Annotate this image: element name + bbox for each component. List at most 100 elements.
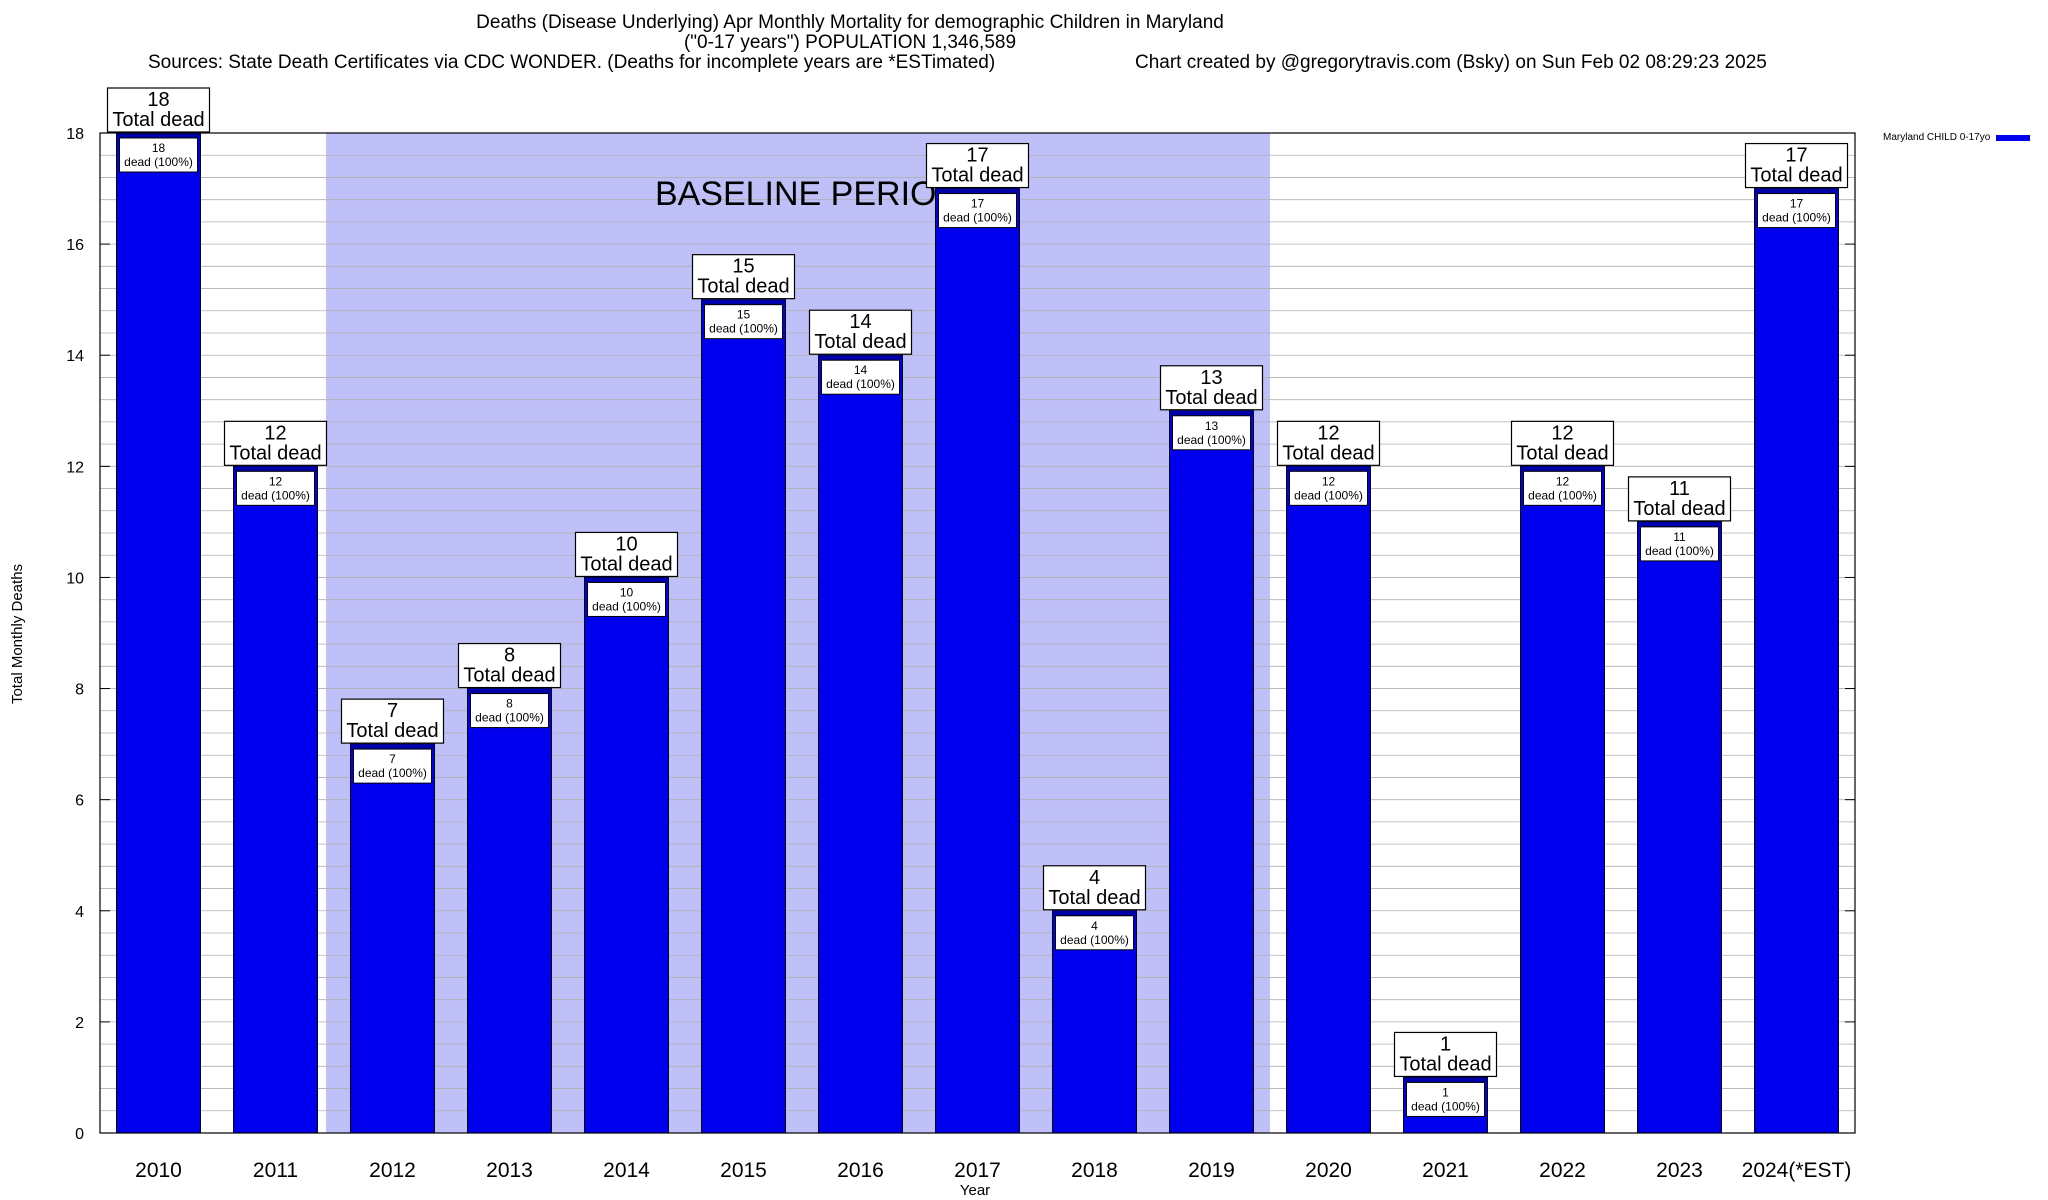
bar-total-label-box bbox=[1510, 420, 1615, 466]
bar-cap bbox=[935, 188, 1020, 194]
bar-cap bbox=[1637, 521, 1722, 527]
bar-cap bbox=[233, 466, 318, 472]
bar bbox=[116, 132, 201, 1134]
bar-total-label: Total dead bbox=[1750, 165, 1842, 187]
y-tick-label: 16 bbox=[66, 237, 84, 254]
sources-text: Sources: State Death Certificates via CD… bbox=[148, 52, 996, 73]
bar-inner-pct: dead (100%) bbox=[1645, 544, 1714, 558]
bar-inner-label-box bbox=[1289, 470, 1368, 506]
bar-cap bbox=[818, 355, 903, 361]
bar-total-label-box bbox=[1744, 142, 1849, 189]
credit-text: Chart created by @gregorytravis.com (Bsk… bbox=[1135, 52, 1767, 73]
bar-inner-value: 1 bbox=[1442, 1085, 1449, 1099]
bar-inner-pct: dead (100%) bbox=[241, 488, 310, 502]
bar-total-label-box bbox=[574, 531, 679, 578]
bar-total-label: Total dead bbox=[1282, 442, 1374, 464]
bar-inner-pct: dead (100%) bbox=[1411, 1099, 1480, 1113]
bar-total-label: Total dead bbox=[229, 442, 321, 464]
bar-total-label-box bbox=[691, 254, 796, 300]
bar bbox=[584, 576, 669, 1134]
bar-inner-value: 18 bbox=[152, 141, 166, 155]
y-tick-label: 12 bbox=[66, 459, 84, 476]
bar-total-label: Total dead bbox=[1165, 387, 1257, 409]
bar-inner-value: 17 bbox=[1790, 197, 1804, 211]
x-tick-label: 2010 bbox=[135, 1159, 182, 1182]
bar bbox=[701, 299, 786, 1134]
bar-total-value: 14 bbox=[849, 311, 871, 333]
bar-total-label-box bbox=[1159, 365, 1264, 411]
y-tick-label: 8 bbox=[75, 682, 84, 699]
bar-inner-label-box bbox=[470, 693, 549, 729]
y-tick-label: 2 bbox=[75, 1015, 84, 1032]
bar-cap bbox=[1520, 466, 1605, 472]
bar-cap bbox=[467, 688, 552, 694]
bar-cap bbox=[584, 577, 669, 583]
bar-total-value: 18 bbox=[147, 89, 169, 111]
bar-total-value: 8 bbox=[504, 645, 515, 667]
bar-total-label: Total dead bbox=[346, 720, 438, 742]
bar-inner-value: 10 bbox=[620, 585, 634, 599]
bar-total-value: 15 bbox=[732, 256, 754, 278]
bar bbox=[935, 188, 1020, 1134]
bar-inner-label-box bbox=[821, 359, 900, 395]
bar-inner-value: 8 bbox=[506, 697, 513, 711]
bar-total-label: Total dead bbox=[1399, 1053, 1491, 1075]
plot-border bbox=[99, 132, 1856, 1134]
bar-total-value: 11 bbox=[1669, 478, 1690, 500]
x-tick-label: 2020 bbox=[1305, 1159, 1352, 1182]
chart-subtitle: ("0-17 years") POPULATION 1,346,589 bbox=[683, 32, 1017, 53]
bar-total-value: 17 bbox=[1785, 145, 1807, 167]
bar-inner-value: 11 bbox=[1673, 530, 1686, 544]
bar-inner-value: 14 bbox=[854, 363, 868, 377]
bar bbox=[1754, 188, 1839, 1134]
x-tick-label: 2022 bbox=[1539, 1159, 1586, 1182]
bar-inner-pct: dead (100%) bbox=[826, 377, 895, 391]
bar-inner-pct: dead (100%) bbox=[709, 322, 778, 336]
bar-total-label-box bbox=[1627, 476, 1732, 522]
bar-inner-label-box bbox=[353, 748, 432, 784]
bar-total-label-box bbox=[223, 420, 328, 466]
bar-total-value: 12 bbox=[1317, 422, 1339, 444]
bar-total-label-box bbox=[808, 309, 913, 355]
bar bbox=[1169, 410, 1254, 1134]
bar-cap bbox=[1169, 410, 1254, 416]
bar-total-label-box bbox=[340, 698, 445, 744]
y-tick-label: 10 bbox=[66, 570, 84, 587]
bar-inner-value: 13 bbox=[1205, 419, 1219, 433]
bar-cap bbox=[1754, 188, 1839, 194]
bar-inner-pct: dead (100%) bbox=[475, 711, 544, 725]
y-tick-label: 0 bbox=[75, 1126, 84, 1143]
y-tick-label: 18 bbox=[66, 126, 84, 143]
bar-inner-label-box bbox=[1172, 415, 1251, 451]
bar-inner-value: 15 bbox=[737, 308, 751, 322]
bar-total-value: 1 bbox=[1440, 1033, 1451, 1055]
bar-total-label: Total dead bbox=[814, 331, 906, 353]
bar-inner-value: 4 bbox=[1091, 919, 1098, 933]
bar-inner-label-box bbox=[1757, 193, 1836, 229]
bar-inner-label-box bbox=[1055, 915, 1134, 951]
x-tick-label: 2012 bbox=[369, 1159, 416, 1182]
bar-total-value: 12 bbox=[264, 422, 286, 444]
bar-inner-value: 12 bbox=[1322, 474, 1336, 488]
chart-title: Deaths (Disease Underlying) Apr Monthly … bbox=[476, 12, 1224, 33]
x-tick-label: 2024(*EST) bbox=[1742, 1159, 1852, 1182]
bar-inner-label-box bbox=[1640, 526, 1719, 562]
bar-total-label-box bbox=[106, 87, 211, 133]
bar-inner-pct: dead (100%) bbox=[1762, 211, 1831, 225]
bar bbox=[350, 743, 435, 1134]
bar bbox=[467, 688, 552, 1134]
bar-inner-pct: dead (100%) bbox=[592, 599, 661, 613]
bar-inner-pct: dead (100%) bbox=[1294, 488, 1363, 502]
bar-inner-label-box bbox=[704, 304, 783, 340]
bar-cap bbox=[350, 744, 435, 750]
x-axis-title: Year bbox=[960, 1182, 990, 1199]
bar-inner-value: 17 bbox=[971, 197, 985, 211]
bar-total-label: Total dead bbox=[931, 165, 1023, 187]
bar-total-label-box bbox=[925, 142, 1030, 189]
bar bbox=[1286, 465, 1371, 1134]
baseline-period-label: BASELINE PERIOD bbox=[655, 175, 961, 213]
x-tick-label: 2015 bbox=[720, 1159, 767, 1182]
bar-total-label: Total dead bbox=[112, 109, 204, 131]
bar-cap bbox=[1052, 910, 1137, 916]
x-tick-label: 2011 bbox=[253, 1159, 298, 1182]
